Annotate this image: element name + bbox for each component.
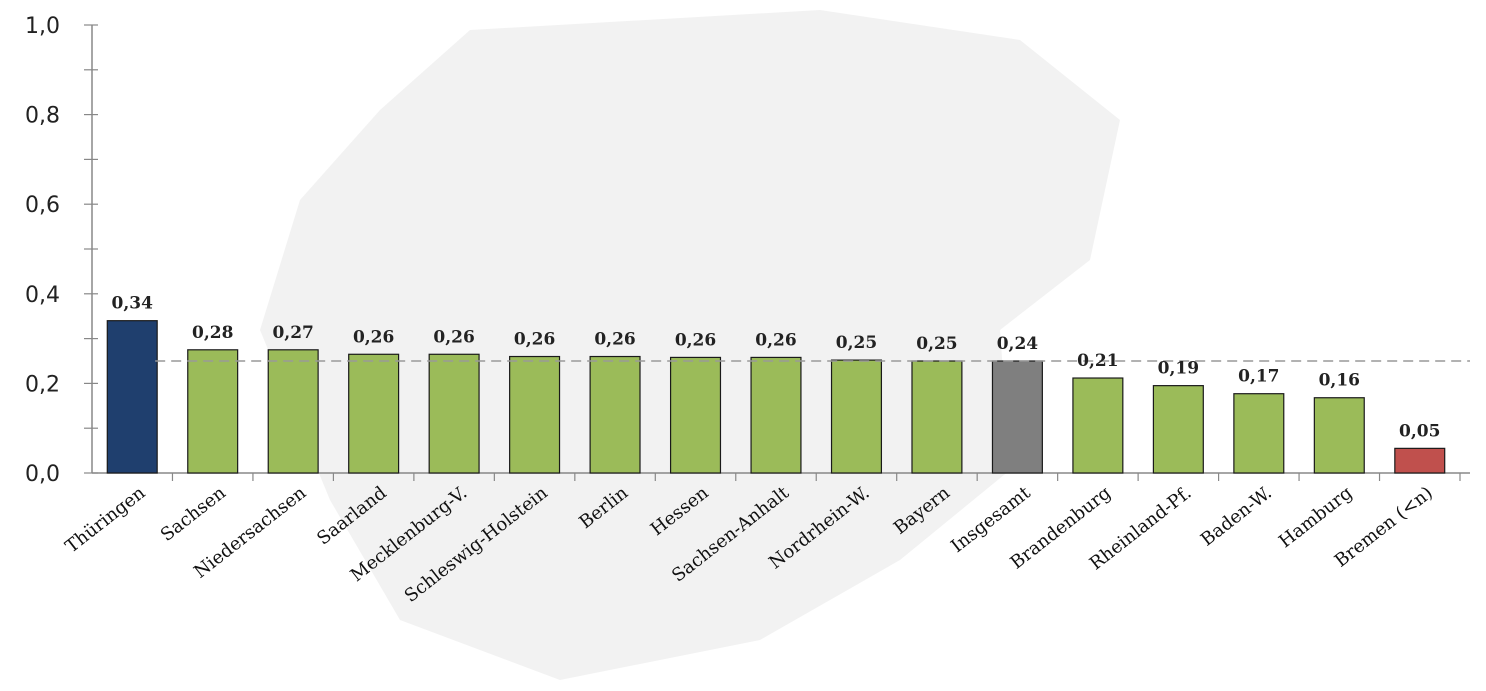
y-tick-label: 1,0 — [25, 14, 60, 39]
data-label: 0,21 — [1077, 351, 1118, 371]
data-label: 0,26 — [594, 330, 635, 350]
category-label: Baden-W. — [1197, 482, 1276, 550]
data-label: 0,28 — [192, 323, 233, 343]
bar — [106, 320, 158, 474]
map-watermark — [260, 10, 1120, 680]
data-label: 0,26 — [755, 330, 796, 350]
y-tick-label: 0,6 — [25, 193, 60, 218]
data-label: 0,19 — [1158, 359, 1199, 379]
bar — [991, 360, 1043, 474]
category-label: Hamburg — [1275, 482, 1356, 552]
bar — [669, 356, 722, 474]
data-label: 0,25 — [836, 333, 877, 353]
category-label: Thüringen — [62, 482, 150, 557]
bar — [187, 349, 239, 474]
bar — [1313, 397, 1365, 474]
data-label: 0,26 — [353, 327, 394, 347]
data-label: 0,24 — [997, 334, 1039, 354]
bar — [911, 360, 963, 474]
y-tick-label: 0,0 — [25, 462, 60, 487]
bar — [750, 356, 802, 474]
data-label: 0,25 — [916, 334, 957, 354]
bar — [267, 349, 319, 474]
bar — [589, 355, 641, 474]
bars — [106, 320, 1446, 474]
bar — [1233, 393, 1285, 474]
bar — [428, 353, 480, 474]
bar — [348, 353, 400, 474]
data-label: 0,27 — [272, 323, 313, 343]
background-watermark — [260, 10, 1120, 680]
category-label: Sachsen — [157, 482, 230, 546]
data-label: 0,17 — [1238, 367, 1279, 387]
data-label: 0,26 — [514, 330, 555, 350]
data-label: 0,16 — [1319, 371, 1360, 391]
data-label: 0,26 — [675, 330, 716, 350]
data-label: 0,26 — [433, 327, 474, 347]
bar — [1394, 447, 1446, 474]
bar — [1152, 385, 1204, 474]
bar — [509, 355, 561, 474]
y-tick-label: 0,4 — [25, 283, 60, 308]
data-label: 0,34 — [112, 294, 154, 314]
data-label: 0,05 — [1399, 421, 1440, 441]
y-tick-label: 0,8 — [25, 104, 60, 129]
bar — [1072, 377, 1124, 474]
bar — [830, 359, 883, 474]
y-tick-label: 0,2 — [25, 372, 60, 397]
